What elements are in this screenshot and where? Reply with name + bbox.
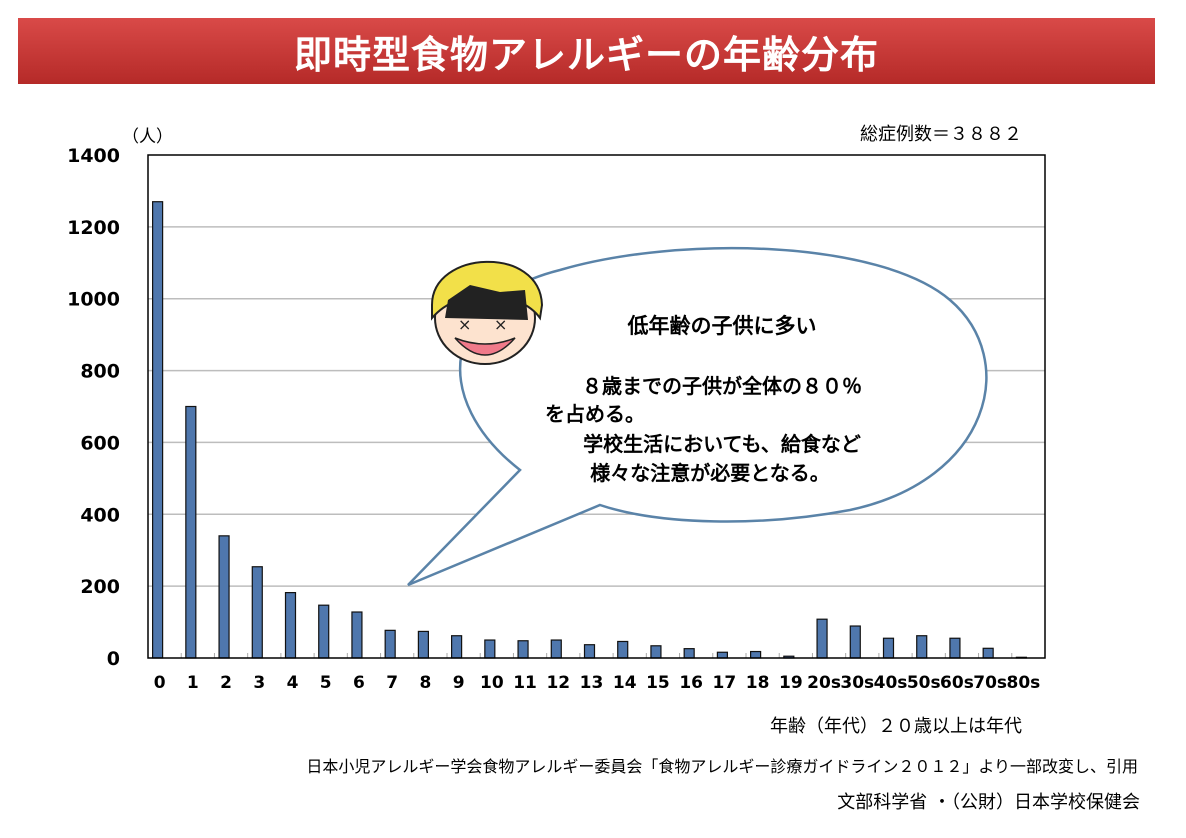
y-axis-unit: （人） <box>122 127 173 147</box>
callout-line: ８歳までの子供が全体の８０％ <box>582 374 862 398</box>
bar-0 <box>152 201 164 659</box>
slide-title: 即時型食物アレルギーの年齢分布 <box>293 32 879 77</box>
bar-1 <box>185 405 197 659</box>
callout-line: 様々な注意が必要となる。 <box>590 461 829 485</box>
x-tick-label: 50s <box>907 673 941 693</box>
x-tick-label: 6 <box>353 673 365 693</box>
x-tick-label: 60s <box>940 673 974 693</box>
total-cases: 総症例数＝３８８２ <box>860 124 1022 145</box>
bar-70s <box>982 647 994 659</box>
y-tick-label: 0 <box>107 648 120 670</box>
x-tick-label: 5 <box>320 673 332 693</box>
svg-text:×: × <box>458 315 471 334</box>
bar-2 <box>218 535 230 659</box>
x-tick-label: 10 <box>480 673 504 693</box>
bar-10 <box>484 639 496 659</box>
x-tick-label: 12 <box>546 673 570 693</box>
bar-20s <box>816 618 828 659</box>
bar-4 <box>284 592 297 659</box>
x-tick-label: 80s <box>1006 673 1040 693</box>
bar-18 <box>750 650 762 659</box>
callout-line: を占める。 <box>545 402 645 426</box>
x-tick-label: 11 <box>513 673 537 693</box>
bar-30s <box>849 625 861 659</box>
x-tick-label: 14 <box>613 673 637 693</box>
bar-60s <box>949 637 961 659</box>
bar-16 <box>683 648 695 659</box>
y-tick-label: 1000 <box>67 289 120 311</box>
publisher: 文部科学省 ・（公財）日本学校保健会 <box>837 792 1140 813</box>
bar-6 <box>351 611 363 659</box>
bar-12 <box>550 639 562 659</box>
x-tick-label: 40s <box>874 673 908 693</box>
x-tick-label: 1 <box>187 673 199 693</box>
y-tick-label: 800 <box>80 361 120 383</box>
x-tick-label: 13 <box>580 673 604 693</box>
bar-7 <box>384 629 396 659</box>
y-tick-label: 200 <box>80 576 120 598</box>
x-tick-label: 15 <box>646 673 670 693</box>
x-tick-label: 20s <box>807 673 841 693</box>
x-tick-label: 7 <box>386 673 398 693</box>
x-tick-label: 16 <box>679 673 703 693</box>
x-tick-label: 4 <box>287 673 299 693</box>
bar-15 <box>650 645 662 659</box>
x-axis-label: 年齢（年代）２０歳以上は年代 <box>770 716 1022 737</box>
child-illustration: × × <box>431 260 544 365</box>
bar-17 <box>716 651 728 659</box>
y-tick-label: 400 <box>80 504 120 526</box>
y-tick-label: 1400 <box>67 145 120 167</box>
callout-heading: 低年齢の子供に多い <box>627 314 817 338</box>
x-tick-label: 17 <box>713 673 737 693</box>
x-tick-label: 30s <box>840 673 874 693</box>
bar-5 <box>318 604 330 659</box>
x-tick-label: 8 <box>419 673 431 693</box>
x-tick-label: 19 <box>779 673 803 693</box>
y-tick-label: 600 <box>80 432 120 454</box>
x-tick-label: 18 <box>746 673 770 693</box>
x-tick-label: 9 <box>453 673 465 693</box>
x-tick-label: 70s <box>973 673 1007 693</box>
title-banner: 即時型食物アレルギーの年齢分布 <box>18 18 1155 84</box>
bar-9 <box>451 635 463 659</box>
svg-text:×: × <box>494 315 507 334</box>
x-tick-label: 0 <box>154 673 166 693</box>
plot-frame <box>147 154 1046 659</box>
bar-11 <box>517 640 529 659</box>
x-tick-label: 2 <box>220 673 232 693</box>
bar-13 <box>583 644 596 659</box>
bar-50s <box>916 635 928 659</box>
bar-14 <box>617 640 629 659</box>
x-tick-label: 3 <box>253 673 265 693</box>
source-citation: 日本小児アレルギー学会食物アレルギー委員会「食物アレルギー診療ガイドライン２０１… <box>306 757 1138 776</box>
callout-line: 学校生活においても、給食など <box>583 432 861 456</box>
bar-8 <box>417 630 429 659</box>
bar-3 <box>251 566 263 659</box>
y-tick-label: 1200 <box>67 217 120 239</box>
bar-40s <box>882 637 895 659</box>
